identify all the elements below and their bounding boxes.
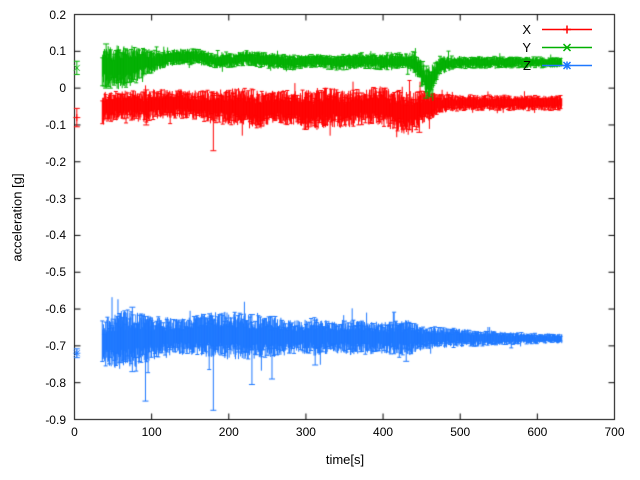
y-tick-label: 0.1 bbox=[49, 44, 66, 59]
legend-label-y: Y bbox=[522, 39, 531, 55]
legend-label-x: X bbox=[522, 21, 531, 37]
x-tick-label: 0 bbox=[71, 425, 78, 439]
x-tick-label: 600 bbox=[527, 425, 548, 439]
y-tick-label: -0.9 bbox=[45, 412, 66, 427]
legend-line-sample-x bbox=[540, 23, 594, 36]
legend-entry-x: X bbox=[522, 20, 594, 38]
y-tick-label: -0.4 bbox=[45, 228, 66, 243]
x-tick-label: 300 bbox=[295, 425, 316, 439]
legend-label-z: Z bbox=[523, 57, 531, 73]
legend-entry-y: Y bbox=[522, 38, 594, 56]
x-tick-label: 700 bbox=[604, 425, 625, 439]
legend: X Y Z bbox=[522, 20, 594, 74]
x-tick-label: 100 bbox=[141, 425, 162, 439]
legend-line-sample-z bbox=[540, 59, 594, 72]
y-tick-label: -0.3 bbox=[45, 191, 66, 206]
x-axis-label: time[s] bbox=[325, 452, 365, 467]
y-tick-label: -0.1 bbox=[45, 117, 66, 132]
legend-entry-z: Z bbox=[522, 56, 594, 74]
y-tick-label: -0.8 bbox=[45, 375, 66, 390]
x-tick-label: 500 bbox=[450, 425, 471, 439]
x-tick-label: 200 bbox=[218, 425, 239, 439]
y-tick-label: 0.2 bbox=[49, 7, 66, 22]
y-tick-label: -0.5 bbox=[45, 265, 66, 280]
y-tick-label: 0 bbox=[59, 81, 66, 96]
x-tick-label: 400 bbox=[373, 425, 394, 439]
legend-line-sample-y bbox=[540, 41, 594, 54]
y-tick-label: -0.7 bbox=[45, 338, 66, 353]
y-axis-label: acceleration [g] bbox=[9, 173, 25, 262]
y-tick-label: -0.6 bbox=[45, 302, 66, 317]
y-tick-label: -0.2 bbox=[45, 154, 66, 169]
